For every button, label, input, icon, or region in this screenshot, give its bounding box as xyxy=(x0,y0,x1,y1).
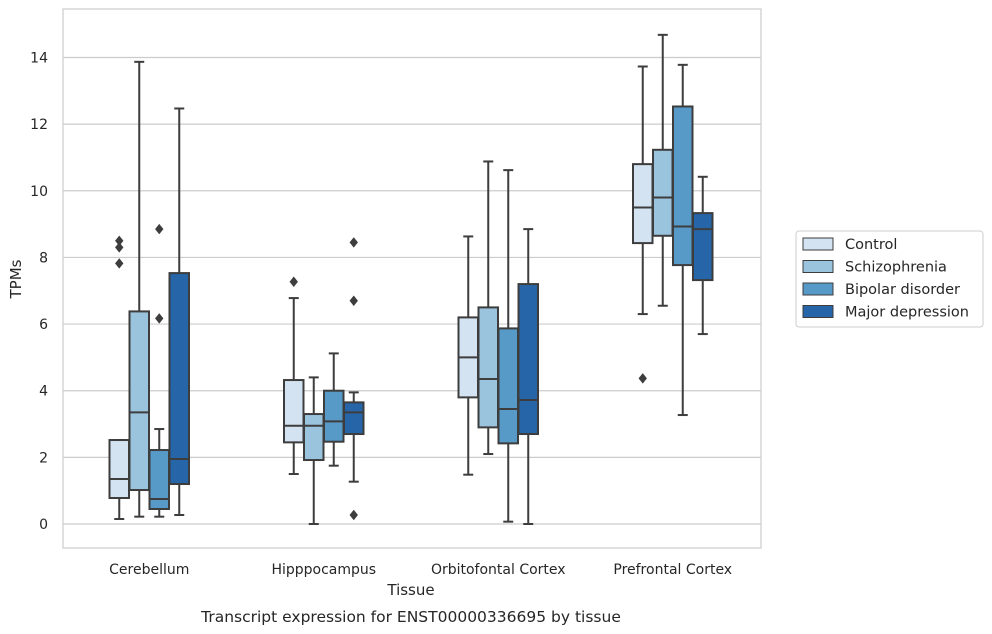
y-tick-label: 4 xyxy=(39,384,48,400)
outlier-point xyxy=(115,242,124,253)
outlier-point xyxy=(349,509,358,521)
x-tick-label: Orbitofontal Cortex xyxy=(431,562,566,578)
box-iqr xyxy=(672,105,694,267)
box-iqr xyxy=(108,439,130,500)
outlier-point xyxy=(155,313,164,324)
legend-swatch xyxy=(802,282,834,296)
box-iqr xyxy=(632,163,654,245)
legend-frame xyxy=(795,230,984,328)
box-iqr xyxy=(343,401,365,436)
legend-label: Schizophrenia xyxy=(845,260,947,276)
outlier-point xyxy=(115,258,124,269)
y-tick-labels: 0 2 4 6 8 10 12 14 xyxy=(30,51,48,534)
box-iqr xyxy=(692,212,714,282)
x-tick-label: Prefrontal Cortex xyxy=(613,562,732,578)
y-tick-label: 0 xyxy=(39,517,48,533)
box-iqr xyxy=(497,327,519,445)
chart-caption: Transcript expression for ENST0000033669… xyxy=(200,608,621,626)
outlier-point xyxy=(155,223,164,235)
outlier-point xyxy=(638,373,647,384)
box-iqr xyxy=(283,379,305,444)
x-tick-labels: Cerebellum Hipppocampus Orbitofontal Corte… xyxy=(109,562,732,578)
y-axis-title: TPMs xyxy=(7,259,25,299)
box-iqr xyxy=(477,306,499,429)
box-iqr xyxy=(303,413,325,462)
box-iqr xyxy=(323,389,345,443)
y-tick-label: 6 xyxy=(39,317,48,333)
legend-swatch xyxy=(802,237,834,251)
box-series xyxy=(108,33,714,525)
x-tick-label: Hipppocampus xyxy=(271,562,376,578)
y-tick-label: 14 xyxy=(30,51,48,67)
box-iqr xyxy=(517,283,539,436)
legend-label: Control xyxy=(845,237,897,253)
outlier-point xyxy=(349,295,358,306)
outlier-point xyxy=(115,235,124,246)
x-tick-label: Cerebellum xyxy=(109,562,189,578)
legend-swatch xyxy=(802,305,834,318)
legend-label: Major depression xyxy=(845,305,969,321)
legend: Control Schizophrenia Bipolar disorder Majo… xyxy=(795,230,984,328)
y-tick-label: 8 xyxy=(39,250,48,266)
y-tick-label: 2 xyxy=(39,450,48,466)
box-iqr xyxy=(168,272,190,486)
box-iqr xyxy=(652,148,674,237)
y-tick-label: 10 xyxy=(30,184,48,200)
outlier-point xyxy=(289,276,298,287)
x-axis-title: Tissue xyxy=(386,581,434,599)
legend-swatch xyxy=(802,260,834,273)
box-iqr xyxy=(148,449,170,511)
legend-label: Bipolar disorder xyxy=(845,282,960,298)
y-tick-label: 12 xyxy=(30,117,48,133)
outlier-point xyxy=(349,237,358,248)
box-iqr xyxy=(128,310,150,492)
